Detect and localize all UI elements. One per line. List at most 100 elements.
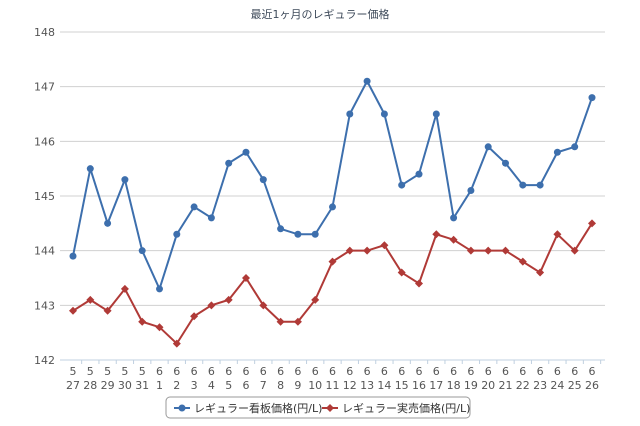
data-point[interactable] — [450, 214, 458, 222]
data-point[interactable] — [86, 295, 95, 304]
data-point[interactable] — [571, 143, 579, 151]
data-point[interactable] — [346, 110, 354, 118]
x-tick-label-day: 3 — [191, 379, 198, 392]
data-point[interactable] — [311, 230, 319, 238]
data-point[interactable] — [138, 247, 146, 255]
data-point[interactable] — [518, 257, 527, 266]
legend-item-1[interactable]: レギュラー実売価格(円/L) — [322, 401, 470, 415]
x-tick-label-day: 27 — [66, 379, 80, 392]
x-tick-label-month: 5 — [70, 365, 77, 378]
x-tick-label-month: 6 — [294, 365, 301, 378]
data-point[interactable] — [536, 181, 544, 189]
data-point[interactable] — [259, 301, 268, 310]
data-point[interactable] — [69, 252, 77, 260]
legend-item-0[interactable]: レギュラー看板価格(円/L) — [174, 401, 322, 415]
data-point[interactable] — [138, 317, 147, 326]
x-tick-label-month: 6 — [243, 365, 250, 378]
data-point[interactable] — [536, 268, 545, 277]
x-tick-label-day: 10 — [308, 379, 322, 392]
x-tick-label-day: 13 — [360, 379, 374, 392]
data-point[interactable] — [501, 246, 510, 255]
data-point[interactable] — [553, 148, 561, 156]
data-point[interactable] — [173, 230, 181, 238]
y-tick-label: 147 — [34, 81, 55, 94]
x-tick-label-month: 6 — [329, 365, 336, 378]
data-point[interactable] — [588, 94, 596, 102]
data-point[interactable] — [484, 143, 492, 151]
legend-label: レギュラー看板価格(円/L) — [194, 401, 322, 415]
legend-box — [165, 396, 471, 419]
x-tick-label-day: 15 — [395, 379, 409, 392]
x-tick-label-day: 29 — [101, 379, 115, 392]
data-point[interactable] — [449, 235, 458, 244]
data-point[interactable] — [120, 284, 129, 293]
x-tick-label-day: 31 — [135, 379, 149, 392]
data-point[interactable] — [415, 170, 423, 178]
x-tick-label-month: 6 — [450, 365, 457, 378]
data-point[interactable] — [86, 165, 94, 173]
data-point[interactable] — [103, 306, 112, 315]
data-point[interactable] — [363, 77, 371, 85]
x-tick-label-month: 6 — [502, 365, 509, 378]
data-point[interactable] — [588, 219, 596, 228]
legend-marker-icon — [178, 404, 186, 412]
data-point[interactable] — [121, 176, 129, 184]
data-point[interactable] — [380, 110, 388, 118]
x-tick-label-month: 6 — [225, 365, 232, 378]
data-point[interactable] — [276, 317, 285, 326]
data-point[interactable] — [225, 159, 233, 167]
legend: レギュラー看板価格(円/L) レギュラー実売価格(円/L) — [165, 396, 471, 419]
data-point[interactable] — [398, 181, 406, 189]
data-point[interactable] — [69, 306, 77, 315]
x-tick-label-month: 6 — [191, 365, 198, 378]
data-point[interactable] — [363, 246, 372, 255]
data-point[interactable] — [553, 230, 562, 239]
data-point[interactable] — [415, 279, 423, 288]
x-tick-label-month: 6 — [381, 365, 388, 378]
series-0 — [69, 77, 596, 293]
x-tick-label-day: 4 — [208, 379, 215, 392]
data-point[interactable] — [156, 285, 163, 293]
data-point[interactable] — [242, 274, 250, 282]
data-point[interactable] — [432, 110, 440, 118]
data-point[interactable] — [190, 203, 198, 211]
data-point[interactable] — [397, 268, 406, 277]
data-point[interactable] — [328, 257, 337, 266]
data-point[interactable] — [502, 159, 509, 167]
data-point[interactable] — [207, 301, 216, 310]
data-point[interactable] — [466, 246, 475, 255]
x-tick-label-month: 6 — [364, 365, 371, 378]
x-tick-label-month: 6 — [537, 365, 544, 378]
data-point[interactable] — [190, 312, 199, 321]
data-point[interactable] — [224, 295, 233, 304]
x-tick-label-day: 18 — [447, 379, 461, 392]
x-tick-label-month: 6 — [554, 365, 561, 378]
data-point[interactable] — [155, 323, 164, 332]
x-tick-label-month: 6 — [467, 365, 474, 378]
data-point[interactable] — [467, 187, 475, 195]
data-point[interactable] — [329, 203, 336, 211]
data-point[interactable] — [207, 214, 215, 222]
data-point[interactable] — [484, 246, 493, 255]
y-tick-label: 144 — [34, 245, 55, 258]
data-point[interactable] — [519, 181, 527, 189]
data-point[interactable] — [380, 241, 389, 250]
data-point[interactable] — [570, 246, 579, 255]
x-tick-label-day: 11 — [326, 379, 340, 392]
data-point[interactable] — [242, 148, 250, 156]
x-tick-label-day: 28 — [83, 379, 97, 392]
data-point[interactable] — [311, 295, 320, 304]
data-point[interactable] — [259, 176, 267, 184]
data-point[interactable] — [104, 219, 112, 227]
x-tick-label-month: 6 — [485, 365, 492, 378]
y-tick-label: 142 — [34, 354, 55, 367]
data-point[interactable] — [432, 230, 441, 239]
chart-title: 最近1ヶ月のレギュラー価格 — [251, 7, 390, 21]
x-tick-label-day: 2 — [173, 379, 180, 392]
data-point[interactable] — [345, 246, 354, 255]
data-point[interactable] — [172, 339, 181, 348]
x-tick-label-month: 5 — [139, 365, 146, 378]
data-point[interactable] — [277, 225, 285, 233]
data-point[interactable] — [294, 230, 302, 238]
data-point[interactable] — [293, 317, 302, 326]
